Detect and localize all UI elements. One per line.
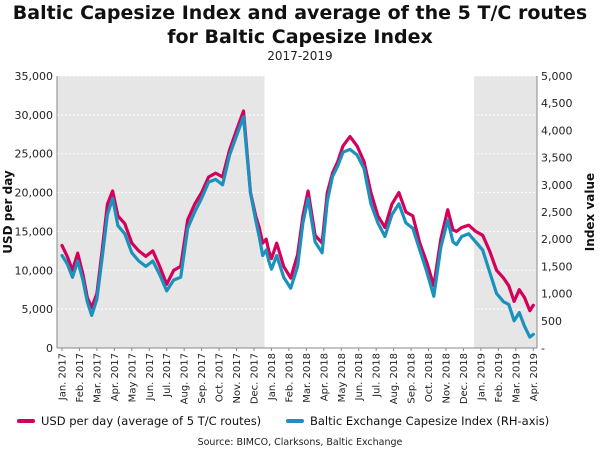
x-tick-label: Jun. 2017 [145, 353, 156, 401]
y-tick-label-left: 15,000 [15, 225, 54, 238]
x-tick-label: Feb. 2018 [284, 353, 295, 403]
legend-label-index: Baltic Exchange Capesize Index (RH-axis) [310, 414, 550, 428]
y-tick-label-right: 5,000 [541, 70, 573, 83]
y-tick-label-right: 2,500 [541, 206, 573, 219]
x-tick-label: Jan. 2019 [476, 353, 487, 401]
x-tick-label: Nov. 2017 [232, 353, 243, 404]
x-tick-label: Feb. 2019 [494, 353, 505, 403]
y-tick-label-right: 1,500 [541, 260, 573, 273]
legend-swatch-index [286, 419, 304, 423]
y-tick-label-right: 3,500 [541, 152, 573, 165]
x-tick-label: Dec. 2018 [459, 353, 470, 404]
legend-swatch-usd [17, 419, 35, 423]
y-tick-label-right: 1,000 [541, 288, 573, 301]
x-tick-label: Aug. 2017 [180, 353, 191, 404]
chart-title-line-2: for Baltic Capesize Index [167, 26, 433, 48]
y-tick-label-right: 3,000 [541, 179, 573, 192]
x-tick-label: Dec. 2017 [250, 353, 261, 404]
chart-title: Baltic Capesize Index and average of the… [0, 1, 600, 49]
y-tick-label-right: - [541, 342, 545, 355]
x-tick-label: Mar. 2018 [302, 353, 313, 403]
x-tick-label: Apr. 2019 [529, 353, 540, 401]
x-tick-label: May 2017 [127, 353, 138, 402]
series-line-index [60, 115, 535, 339]
source-note: Source: BIMCO, Clarksons, Baltic Exchang… [197, 437, 403, 448]
x-tick-label: Sep. 2017 [197, 353, 208, 404]
x-tick-label: Oct. 2018 [424, 353, 435, 402]
y-axis-title-right: Index value [583, 173, 597, 251]
x-tick-label: Apr. 2017 [110, 353, 121, 401]
x-tick-label: Jul. 2018 [372, 353, 383, 398]
y-tick-label-left: 10,000 [15, 264, 54, 277]
legend-item-usd: USD per day (average of 5 T/C routes) [17, 414, 261, 428]
y-tick-label-left: 25,000 [15, 148, 54, 161]
x-tick-label: Mar. 2019 [511, 353, 522, 403]
y-tick-label-right: 500 [541, 315, 562, 328]
series-line-usd [60, 109, 535, 313]
x-tick-label: Sep. 2018 [407, 353, 418, 404]
y-tick-label-left: 0 [46, 342, 53, 355]
shade-2017 [57, 76, 265, 348]
y-tick-label-left: 30,000 [15, 109, 54, 122]
x-tick-label: Feb. 2017 [75, 353, 86, 403]
legend-label-usd: USD per day (average of 5 T/C routes) [41, 414, 262, 428]
chart-title-line-1: Baltic Capesize Index and average of the… [12, 2, 588, 24]
x-tick-label: Apr. 2018 [319, 353, 330, 401]
x-tick-label: May 2018 [337, 353, 348, 402]
y-tick-label-right: 4,500 [541, 97, 573, 110]
x-tick-label: Aug. 2018 [389, 353, 400, 404]
x-tick-label: Jan. 2018 [267, 353, 278, 401]
x-tick-label: Nov. 2018 [442, 353, 453, 404]
y-tick-label-right: 4,000 [541, 124, 573, 137]
legend-item-index: Baltic Exchange Capesize Index (RH-axis) [286, 414, 549, 428]
x-tick-label: Oct. 2017 [215, 353, 226, 402]
x-tick-label: Jan. 2017 [58, 353, 69, 401]
x-tick-label: Jun. 2018 [354, 353, 365, 401]
x-tick-label: Jul. 2017 [162, 353, 173, 398]
x-tick-label: Mar. 2017 [92, 353, 103, 403]
y-tick-label-left: 5,000 [22, 303, 54, 316]
chart-subtitle: 2017-2019 [267, 49, 333, 63]
y-tick-label-left: 20,000 [15, 187, 54, 200]
y-tick-label-left: 35,000 [15, 70, 54, 83]
y-tick-label-right: 2,000 [541, 233, 573, 246]
y-axis-title-left: USD per day [1, 170, 15, 254]
